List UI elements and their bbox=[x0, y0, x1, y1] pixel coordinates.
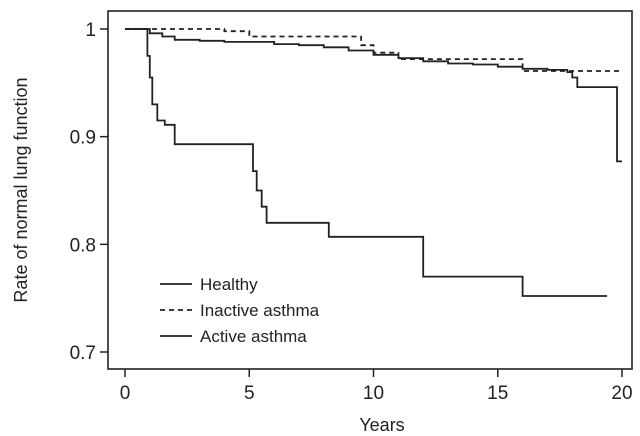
plot-frame bbox=[107, 10, 633, 370]
y-tick-label: 0.9 bbox=[70, 128, 96, 149]
y-axis-title: Rate of normal lung function bbox=[11, 77, 31, 302]
series-line-active-asthma bbox=[125, 28, 608, 297]
series-line-healthy bbox=[125, 28, 622, 163]
x-tick-label: 5 bbox=[244, 383, 255, 404]
series-line-inactive-asthma bbox=[125, 28, 622, 72]
legend: Healthy Inactive asthma Active asthma bbox=[152, 264, 352, 348]
x-axis-title: Years bbox=[359, 415, 404, 435]
y-tick-label: 1 bbox=[85, 20, 96, 41]
x-tick-label: 0 bbox=[120, 383, 131, 404]
x-tick-label: 20 bbox=[611, 383, 632, 404]
series-layer bbox=[125, 28, 622, 297]
legend-label-active-asthma: Active asthma bbox=[200, 327, 307, 346]
x-tick-label: 15 bbox=[487, 383, 508, 404]
legend-label-inactive-asthma: Inactive asthma bbox=[200, 301, 320, 320]
plot-area bbox=[107, 10, 633, 370]
x-axis: 0 5 10 15 20 bbox=[120, 369, 633, 404]
x-tick-label: 10 bbox=[363, 383, 384, 404]
y-tick-label: 0.7 bbox=[70, 343, 96, 364]
legend-box bbox=[152, 264, 352, 348]
y-axis: 0.7 0.8 0.9 1 bbox=[70, 20, 108, 364]
legend-label-healthy: Healthy bbox=[200, 275, 258, 294]
y-tick-label: 0.8 bbox=[70, 235, 96, 256]
